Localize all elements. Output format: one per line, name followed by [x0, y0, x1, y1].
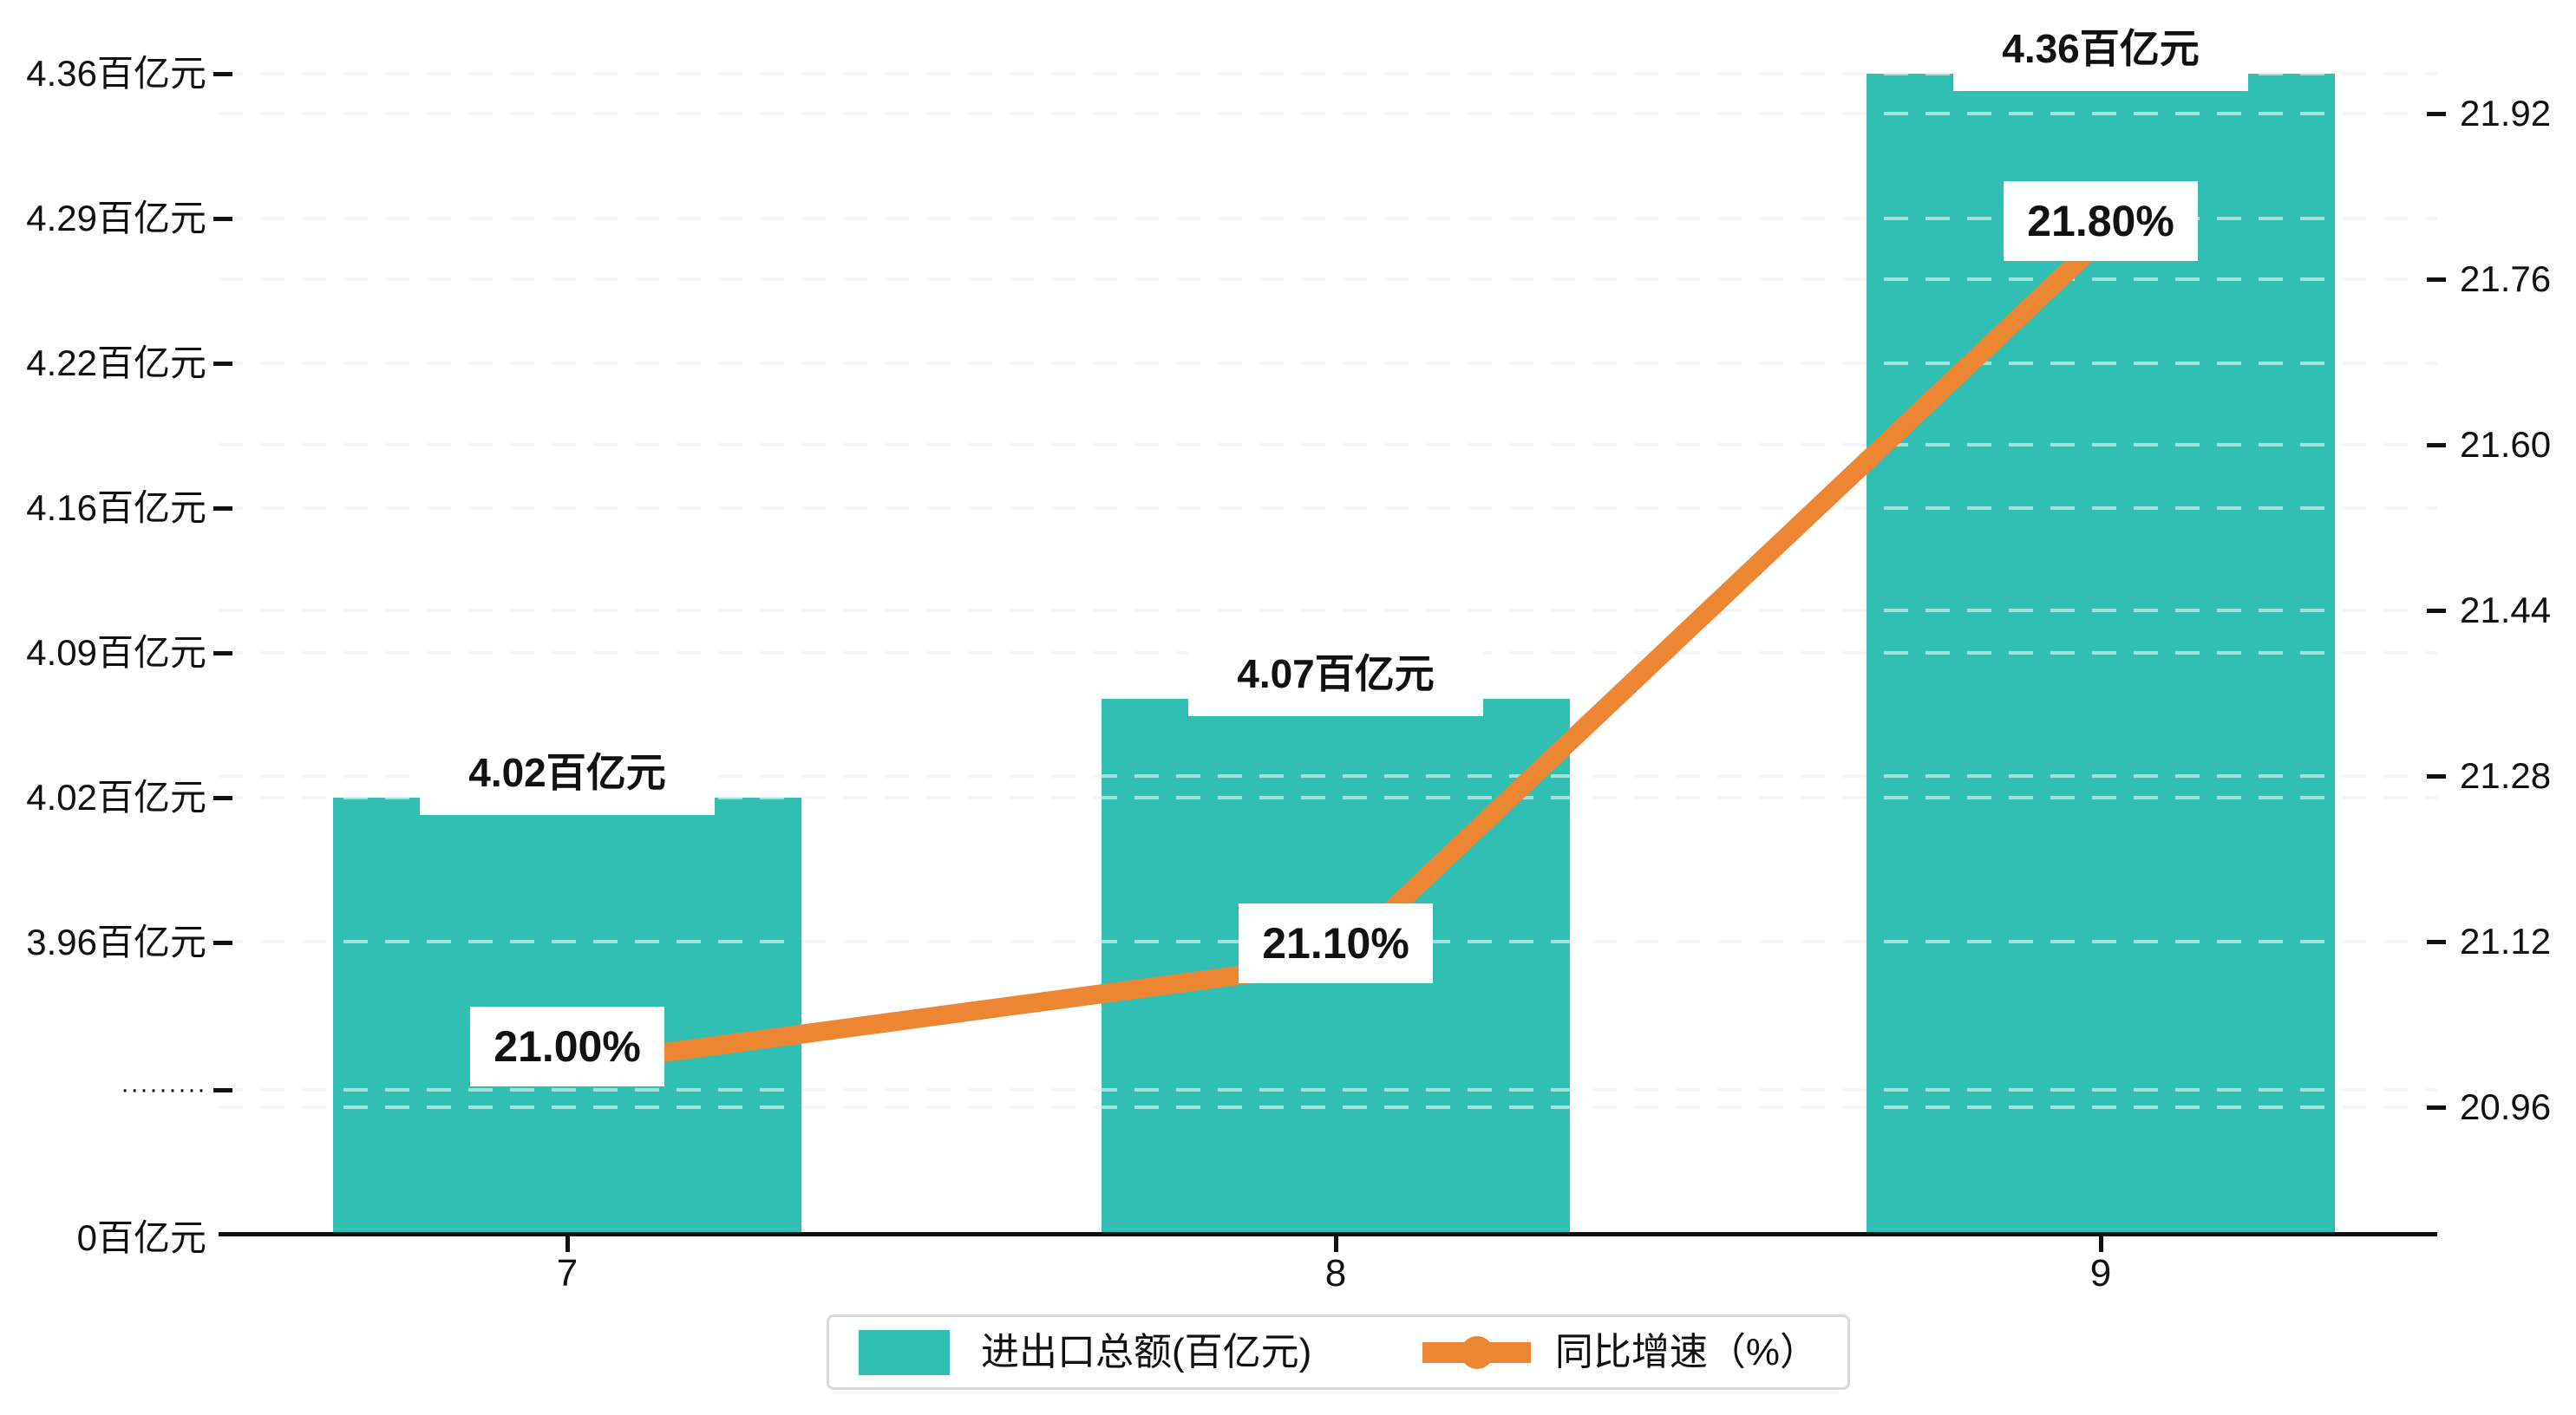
- right-axis-tick-label: 21.44: [2460, 590, 2552, 630]
- gridline-overlay: [219, 72, 2437, 75]
- left-axis-zero-label: 0百亿元: [76, 1217, 206, 1258]
- x-axis-tick: [1334, 1236, 1338, 1252]
- right-axis-tick: [2427, 774, 2446, 779]
- gridline-overlay: [219, 1088, 2437, 1092]
- line-value-label: 21.10%: [1239, 903, 1433, 983]
- gridline-overlay: [219, 506, 2437, 510]
- legend-bar-label: 进出口总额(百亿元): [981, 1330, 1312, 1373]
- right-axis-tick: [2427, 443, 2446, 447]
- bar-value-label: 4.02百亿元: [420, 725, 715, 815]
- left-axis-tick: [213, 941, 232, 945]
- left-axis-tick: [213, 651, 232, 655]
- gridline-overlay: [219, 217, 2437, 220]
- gridline-overlay: [219, 1105, 2437, 1109]
- x-axis-line: [219, 1232, 2437, 1236]
- left-axis-tick: [213, 362, 232, 366]
- right-axis-tick: [2427, 940, 2446, 944]
- right-axis-tick-label: 20.96: [2460, 1086, 2552, 1127]
- line-value-label: 21.80%: [2004, 181, 2198, 261]
- gridline-overlay: [219, 112, 2437, 115]
- bar-value-label: 4.07百亿元: [1188, 626, 1483, 716]
- left-axis-tick-label: 4.02百亿元: [26, 777, 206, 818]
- left-axis-tick: [213, 506, 232, 511]
- left-axis-tick: [213, 72, 232, 76]
- right-axis-tick-label: 21.92: [2460, 93, 2552, 134]
- right-axis-tick: [2427, 609, 2446, 613]
- left-axis-tick-label: 4.29百亿元: [26, 198, 206, 238]
- x-axis-category-label: 7: [556, 1252, 579, 1294]
- left-axis-tick: [213, 217, 232, 221]
- gridline-overlay: [219, 443, 2437, 447]
- legend-line-label: 同比增速（%）: [1554, 1330, 1818, 1373]
- right-axis-tick-label: 21.60: [2460, 424, 2552, 465]
- axis-break-marker: ·········: [121, 1075, 206, 1104]
- left-axis-tick: [213, 796, 232, 800]
- right-axis-tick-label: 21.76: [2460, 258, 2552, 299]
- gridline-overlay: [219, 774, 2437, 778]
- left-axis-tick-label: 4.09百亿元: [26, 632, 206, 673]
- line-dot-marker-icon: [1422, 1330, 1531, 1375]
- x-axis-tick: [566, 1236, 570, 1252]
- left-axis-tick-label: 4.22百亿元: [26, 342, 206, 383]
- legend: 进出口总额(百亿元) 同比增速（%）: [827, 1314, 1850, 1390]
- x-axis-category-label: 9: [2089, 1252, 2112, 1294]
- right-axis-tick: [2427, 277, 2446, 282]
- left-axis-tick-label: 4.16百亿元: [26, 487, 206, 528]
- x-axis-tick: [2099, 1236, 2103, 1252]
- right-axis-tick: [2427, 112, 2446, 116]
- x-axis-category-label: 8: [1324, 1252, 1347, 1294]
- legend-item-bar: 进出口总额(百亿元): [859, 1329, 1312, 1375]
- gridline-overlay: [219, 796, 2437, 799]
- right-axis-tick: [2427, 1105, 2446, 1110]
- right-axis-tick-label: 21.28: [2460, 755, 2552, 796]
- gridline-overlay: [219, 609, 2437, 612]
- left-axis-tick-label: 3.96百亿元: [26, 922, 206, 962]
- bar-value-label: 4.36百亿元: [1953, 1, 2248, 91]
- legend-item-line: 同比增速（%）: [1422, 1330, 1818, 1375]
- left-axis-tick-label: 4.36百亿元: [26, 53, 206, 94]
- gridline-overlay: [219, 277, 2437, 281]
- line-value-label: 21.00%: [470, 1007, 664, 1086]
- bar-swatch-icon: [859, 1329, 950, 1375]
- gridline-overlay: [219, 362, 2437, 365]
- right-axis-tick-label: 21.12: [2460, 921, 2552, 962]
- left-axis-tick: [213, 1088, 232, 1092]
